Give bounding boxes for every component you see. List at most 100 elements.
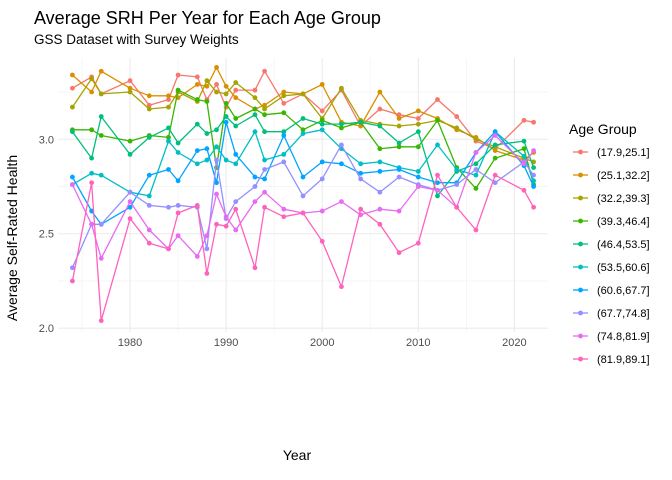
series-line — [71, 66, 535, 161]
legend-item: (25.1,32.2] — [573, 170, 650, 182]
data-point — [521, 138, 527, 144]
data-point — [223, 83, 229, 89]
data-point — [214, 65, 219, 70]
data-point — [194, 97, 200, 102]
data-point — [435, 97, 440, 102]
data-point — [473, 172, 479, 178]
data-point — [89, 76, 95, 82]
data-point — [233, 151, 239, 157]
data-point — [415, 144, 421, 150]
data-point — [521, 153, 527, 159]
data-point — [194, 254, 200, 259]
data-point — [435, 187, 440, 193]
data-point — [194, 82, 200, 87]
data-point — [223, 119, 229, 125]
data-point — [377, 189, 383, 195]
data-point — [377, 123, 383, 129]
data-point — [214, 144, 219, 150]
data-point — [435, 193, 440, 199]
data-point — [300, 91, 306, 97]
data-point — [127, 89, 133, 95]
data-point — [252, 129, 258, 135]
data-point — [396, 123, 402, 129]
data-point — [146, 134, 152, 140]
data-point — [252, 95, 258, 101]
data-point — [127, 138, 133, 144]
data-point — [521, 117, 527, 123]
data-point — [223, 214, 229, 220]
data-point — [194, 121, 200, 127]
data-point — [415, 108, 421, 114]
data-point — [98, 68, 104, 74]
data-point — [281, 100, 287, 106]
data-point — [146, 193, 152, 199]
legend-label: (67.7,74.8] — [597, 308, 650, 320]
data-point — [214, 89, 219, 95]
data-point — [127, 85, 133, 91]
series-line — [71, 174, 535, 322]
data-point — [252, 112, 258, 118]
data-point — [70, 182, 75, 188]
x-tick-label: 2000 — [310, 337, 334, 349]
data-point — [70, 72, 75, 78]
data-point — [98, 91, 104, 97]
x-axis-ticks: 1980 1990 2000 2010 2020 — [118, 337, 527, 349]
data-point — [233, 123, 239, 129]
data-point — [146, 240, 152, 246]
data-point — [223, 157, 229, 163]
data-point — [377, 159, 383, 165]
legend-title: Age Group — [569, 121, 637, 137]
data-point — [473, 185, 479, 191]
legend-label: (17.9,25.1] — [597, 147, 650, 159]
series-line — [71, 114, 535, 197]
legend-item: (46.4,53.5] — [573, 239, 650, 251]
data-point — [454, 204, 460, 210]
data-point — [233, 95, 239, 101]
data-point — [89, 127, 95, 133]
data-point — [98, 221, 104, 227]
data-point — [194, 74, 200, 80]
legend-item: (53.5,60.6] — [573, 262, 650, 274]
data-point — [214, 180, 219, 186]
data-point — [492, 133, 498, 138]
legend-label: (74.8,81.9] — [597, 331, 650, 343]
legend-item: (74.8,81.9] — [573, 331, 650, 343]
data-point — [415, 174, 421, 180]
data-point — [319, 208, 325, 214]
data-point — [233, 227, 239, 233]
data-point — [223, 100, 229, 106]
data-point — [300, 116, 306, 121]
data-point — [339, 121, 344, 127]
data-point — [531, 165, 536, 171]
data-point — [396, 144, 402, 150]
data-point — [473, 167, 479, 172]
data-point — [339, 125, 344, 131]
x-tick-label: 1990 — [214, 337, 238, 349]
data-point — [531, 178, 536, 184]
data-point — [262, 102, 267, 108]
data-point — [89, 221, 95, 227]
data-point — [281, 206, 287, 212]
data-point — [98, 114, 104, 119]
data-point — [70, 129, 75, 135]
data-point — [175, 202, 181, 208]
legend-key-point — [578, 241, 583, 247]
data-point — [396, 174, 402, 180]
data-point — [70, 85, 75, 91]
data-point — [492, 129, 498, 135]
data-point — [415, 184, 421, 189]
data-point — [396, 140, 402, 146]
data-point — [454, 125, 460, 131]
data-point — [415, 240, 421, 246]
data-point — [358, 170, 364, 176]
data-point — [127, 199, 133, 205]
data-point — [281, 110, 287, 116]
data-point — [262, 112, 267, 118]
data-point — [319, 108, 325, 114]
data-point — [415, 168, 421, 174]
data-point — [252, 265, 258, 271]
data-point — [175, 210, 181, 216]
x-tick-label: 2010 — [406, 337, 430, 349]
data-point — [146, 106, 152, 112]
